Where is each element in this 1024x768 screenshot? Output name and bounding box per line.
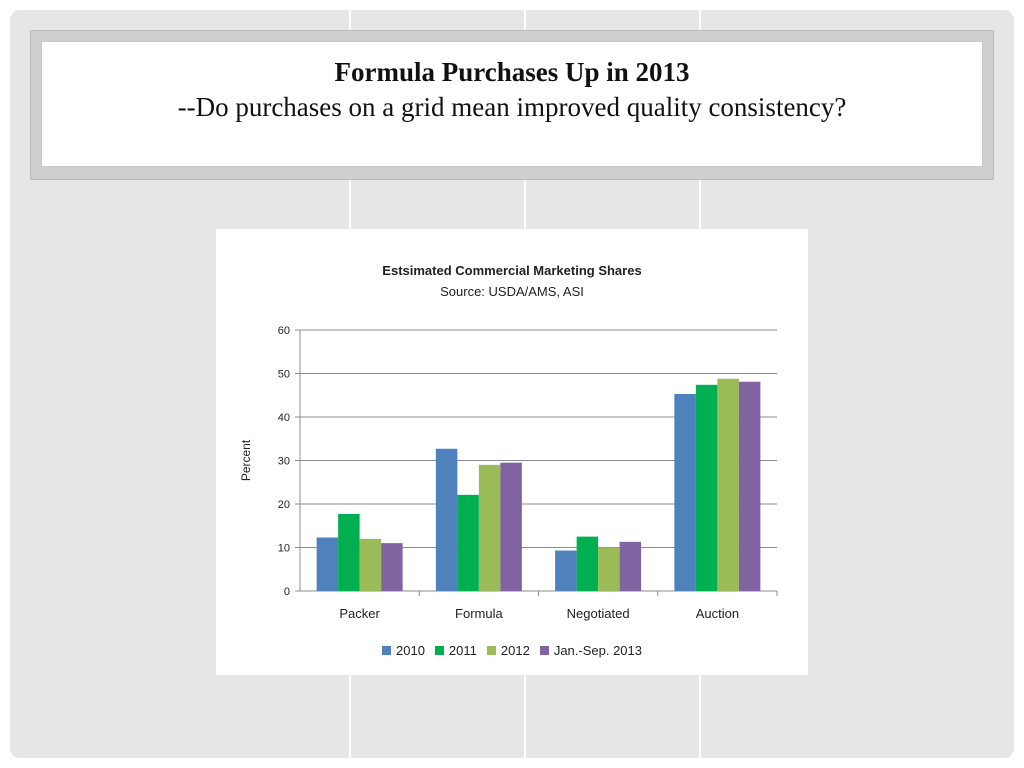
bar: [316, 537, 339, 591]
bar: [381, 543, 403, 591]
bar: [598, 547, 620, 591]
slide-title: Formula Purchases Up in 2013: [334, 57, 690, 87]
y-tick-label: 40: [278, 412, 290, 424]
title-frame: Formula Purchases Up in 2013 --Do purcha…: [30, 30, 994, 180]
y-tick-label: 20: [278, 499, 290, 511]
bar: [478, 464, 501, 591]
legend-item: 2011: [434, 643, 477, 658]
legend-item: 2012: [486, 643, 530, 658]
y-tick-label: 60: [278, 325, 290, 337]
slide: Formula Purchases Up in 2013 --Do purcha…: [10, 10, 1014, 758]
bar: [359, 538, 382, 591]
y-tick-label: 30: [278, 456, 290, 468]
chart-plot-area: 0 10 20 30 40 50 60 Percent Packer Formula Negotia…: [239, 325, 778, 621]
y-tick-label: 0: [284, 586, 290, 598]
x-tick-label: Negotiated: [567, 606, 630, 621]
legend-swatch: [486, 646, 496, 655]
x-tick-label: Packer: [339, 606, 380, 621]
x-tick-label: Auction: [696, 606, 739, 621]
legend-label: 2011: [448, 643, 477, 658]
bar: [695, 384, 718, 591]
bar: [435, 448, 458, 591]
bar: [674, 393, 696, 591]
legend-item: Jan.-Sep. 2013: [539, 643, 642, 658]
legend-swatch: [382, 646, 391, 655]
bar: [738, 381, 761, 591]
y-tick-label: 10: [278, 543, 290, 555]
y-tick-label: 50: [278, 369, 290, 381]
legend-swatch: [539, 646, 549, 655]
legend-label: Jan.-Sep. 2013: [553, 643, 642, 658]
title-box: Formula Purchases Up in 2013 --Do purcha…: [41, 41, 983, 167]
bar: [457, 494, 479, 591]
slide-subtitle: --Do purchases on a grid mean improved q…: [177, 92, 847, 122]
chart-legend: 2010 2011 2012 Jan.-Sep. 2013: [216, 643, 808, 658]
bar: [619, 541, 642, 591]
chart: Estsimated Commercial Marketing Shares S…: [216, 229, 808, 675]
chart-title: Estsimated Commercial Marketing Shares: [382, 263, 642, 278]
legend-label: 2010: [396, 643, 425, 658]
legend-item: 2010: [382, 643, 425, 658]
legend-swatch: [434, 646, 444, 655]
bar: [717, 378, 739, 591]
bar: [338, 514, 360, 591]
y-axis-label: Percent: [239, 439, 253, 481]
bar: [576, 536, 599, 591]
chart-subtitle: Source: USDA/AMS, ASI: [440, 284, 584, 299]
legend-label: 2012: [500, 643, 530, 658]
bar: [500, 462, 522, 591]
bar: [555, 550, 577, 591]
x-tick-label: Formula: [455, 606, 503, 621]
